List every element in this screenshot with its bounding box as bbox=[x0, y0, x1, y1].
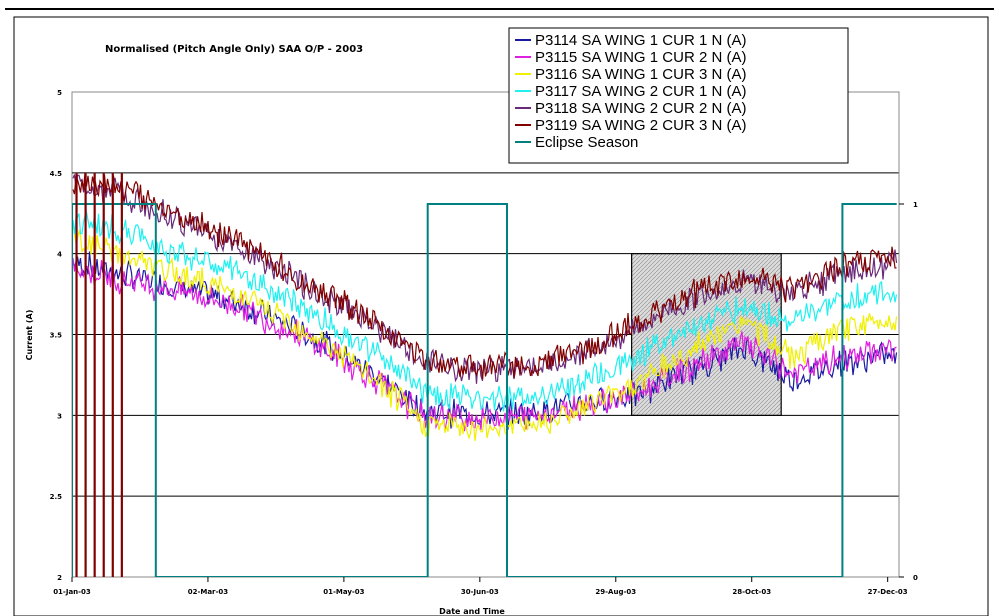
legend-label: P3115 SA WING 1 CUR 2 N (A) bbox=[535, 49, 746, 66]
legend-items: P3114 SA WING 1 CUR 1 N (A)P3115 SA WING… bbox=[515, 32, 746, 151]
legend-label: P3119 SA WING 2 CUR 3 N (A) bbox=[535, 117, 746, 134]
y-tick-label: 3 bbox=[57, 412, 62, 420]
x-tick-label: 02-Mar-03 bbox=[188, 588, 229, 596]
x-tick-label: 01-Jan-03 bbox=[53, 588, 91, 596]
chart-title: Normalised (Pitch Angle Only) SAA O/P - … bbox=[105, 44, 363, 55]
y-tick-label: 4.5 bbox=[50, 170, 63, 178]
axis-ticks: 2 2.5 3 3.5 4 4.5 5 0 1 01-Jan-03 02-Mar-03 01-May-… bbox=[50, 89, 918, 596]
y-tick-label: 4 bbox=[57, 251, 62, 259]
series-line-eclipse-season bbox=[72, 203, 897, 577]
chart-area-border bbox=[13, 16, 989, 616]
x-tick-label: 30-Jun-03 bbox=[461, 588, 499, 596]
y-tick-label: 2.5 bbox=[50, 493, 63, 501]
x-tick-label: 01-May-03 bbox=[323, 588, 364, 596]
y2-tick-label: 1 bbox=[913, 201, 918, 209]
series-group bbox=[72, 172, 898, 577]
legend-box bbox=[508, 27, 849, 164]
series-line-p3116 bbox=[72, 223, 898, 441]
x-tick-label: 27-Dec-03 bbox=[868, 588, 908, 596]
y-tick-label: 3.5 bbox=[50, 332, 63, 340]
x-axis-label: Date and Time bbox=[439, 607, 505, 616]
y-tick-label: 2 bbox=[57, 574, 62, 582]
legend-label: P3118 SA WING 2 CUR 2 N (A) bbox=[535, 100, 746, 117]
legend-label: P3117 SA WING 2 CUR 1 N (A) bbox=[535, 83, 746, 100]
y-axis-label: Current (A) bbox=[25, 310, 34, 361]
legend-label: Eclipse Season bbox=[535, 134, 638, 151]
legend-label: P3114 SA WING 1 CUR 1 N (A) bbox=[535, 32, 746, 49]
y-tick-label: 5 bbox=[57, 89, 62, 97]
legend: P3114 SA WING 1 CUR 1 N (A)P3115 SA WING… bbox=[508, 27, 849, 164]
series-line-p3117 bbox=[72, 209, 898, 412]
series-line-p3119 bbox=[72, 172, 897, 380]
y2-tick-label: 0 bbox=[913, 574, 918, 582]
x-tick-label: 29-Aug-03 bbox=[595, 588, 636, 596]
x-tick-label: 28-Oct-03 bbox=[732, 588, 771, 596]
legend-label: P3116 SA WING 1 CUR 3 N (A) bbox=[535, 66, 746, 83]
